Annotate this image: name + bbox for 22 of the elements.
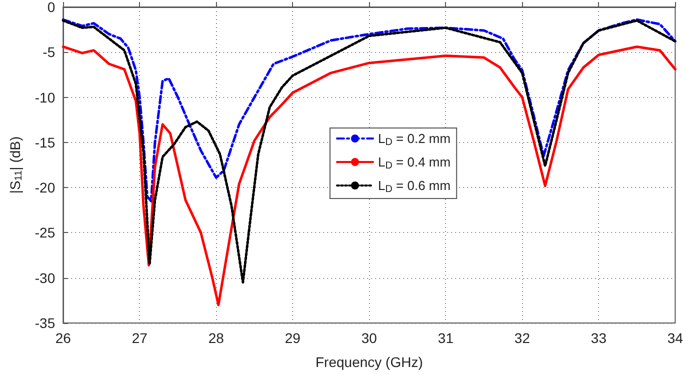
y-tick-label: 0 — [47, 0, 56, 15]
x-tick-label: 29 — [284, 330, 301, 346]
x-tick-label: 34 — [667, 330, 684, 346]
y-axis-title: |S11| (dB) — [7, 136, 24, 194]
y-tick-label: -15 — [34, 134, 56, 150]
y-tick-label: -5 — [42, 44, 56, 60]
x-tick-label: 26 — [55, 330, 72, 346]
line-series — [62, 19, 676, 284]
y-tick-label: -25 — [34, 224, 56, 241]
x-tick-label: 33 — [590, 330, 607, 346]
y-tick-label: -35 — [34, 315, 56, 331]
x-tick-label: 31 — [438, 330, 454, 346]
y-tick-label: -10 — [34, 89, 56, 106]
x-tick-label: 30 — [361, 330, 378, 346]
x-tick-label: 28 — [208, 330, 224, 346]
x-tick-label: 32 — [514, 330, 530, 346]
x-axis-title: Frequency (GHz) — [315, 354, 423, 370]
x-tick-label: 27 — [132, 330, 148, 346]
y-tick-label: -30 — [34, 270, 56, 286]
line-series — [62, 18, 676, 202]
y-tick-label: -20 — [34, 180, 56, 196]
line-series — [62, 45, 676, 306]
